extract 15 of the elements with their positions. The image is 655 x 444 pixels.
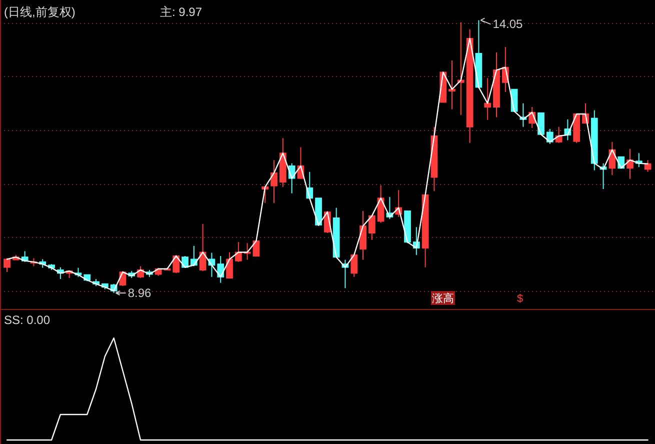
candlestick (270, 160, 278, 204)
annotation: $ (516, 293, 524, 305)
chart-title: SS: 0.00 (4, 313, 50, 327)
candlestick (279, 138, 286, 188)
candlestick (360, 210, 366, 260)
candlestick (457, 22, 464, 116)
annotation: 14.05 (492, 17, 524, 32)
candlestick (448, 60, 456, 110)
candlestick (538, 112, 544, 135)
candlestick (484, 78, 492, 120)
chart-title: (日线,前复权) (4, 5, 76, 19)
annotation: 涨高 (432, 292, 454, 305)
annotation: 8.96 (128, 286, 152, 300)
candlestick (493, 52, 500, 118)
chart-subtitle: 主: 9.97 (160, 5, 202, 19)
